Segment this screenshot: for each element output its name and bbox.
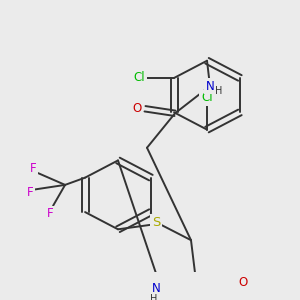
Text: F: F [30, 162, 36, 175]
Text: O: O [238, 276, 247, 289]
Text: Cl: Cl [133, 71, 145, 84]
Text: F: F [47, 207, 53, 220]
Text: Cl: Cl [201, 92, 213, 104]
Text: O: O [132, 102, 142, 115]
Text: F: F [27, 186, 33, 199]
Text: N: N [206, 80, 214, 93]
Text: N: N [152, 282, 160, 295]
Text: H: H [150, 294, 158, 300]
Text: S: S [152, 216, 160, 229]
Text: H: H [215, 85, 223, 96]
